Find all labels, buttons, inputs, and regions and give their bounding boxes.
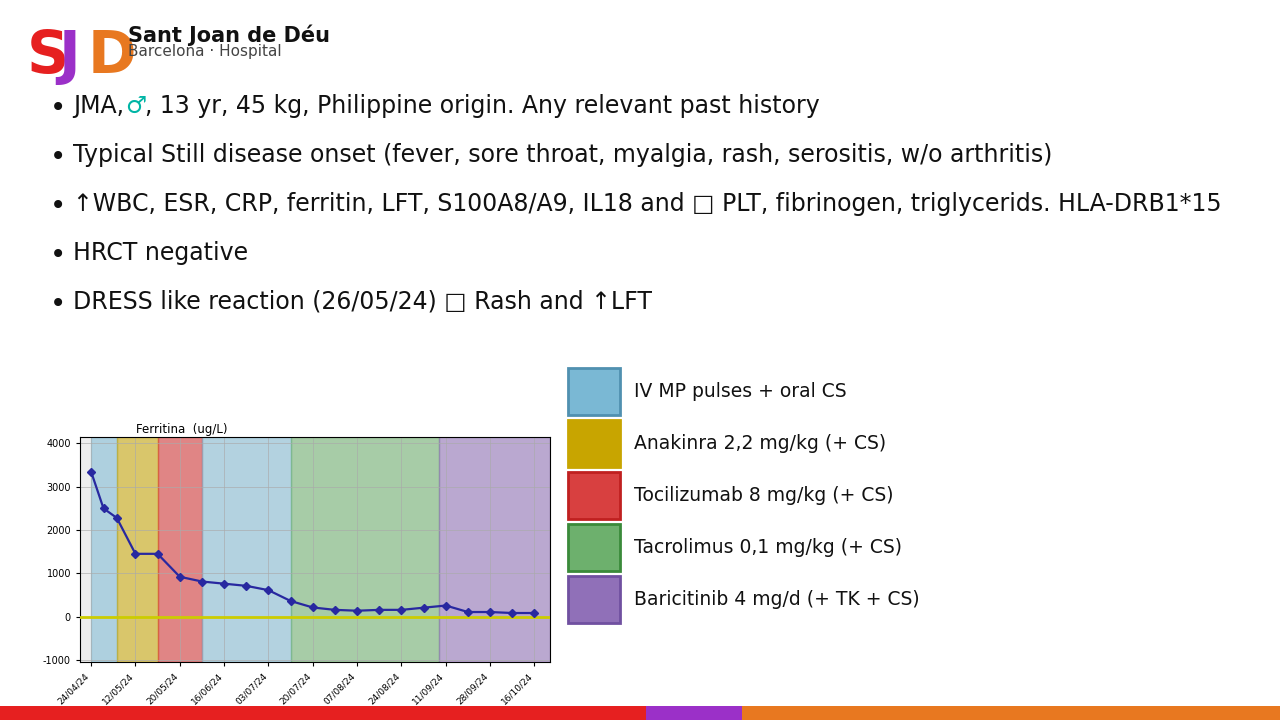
Text: J: J <box>58 28 79 85</box>
Text: HRCT negative: HRCT negative <box>73 241 248 265</box>
Text: , 13 yr, 45 kg, Philippine origin. Any relevant past history: , 13 yr, 45 kg, Philippine origin. Any r… <box>145 94 819 118</box>
Text: ♂: ♂ <box>125 94 146 118</box>
Text: Tacrolimus 0,1 mg/kg (+ CS): Tacrolimus 0,1 mg/kg (+ CS) <box>634 538 902 557</box>
Text: S: S <box>27 28 69 85</box>
Bar <box>157 437 202 662</box>
Bar <box>116 437 157 662</box>
Text: •: • <box>50 290 67 318</box>
Text: Barcelona · Hospital: Barcelona · Hospital <box>128 44 282 59</box>
Text: •: • <box>50 192 67 220</box>
Text: DRESS like reaction (26/05/24) □ Rash and ↑LFT: DRESS like reaction (26/05/24) □ Rash an… <box>73 290 652 314</box>
Text: •: • <box>50 94 67 122</box>
Text: JMA,: JMA, <box>73 94 132 118</box>
Bar <box>291 437 439 662</box>
Text: •: • <box>50 143 67 171</box>
Bar <box>646 706 742 720</box>
Bar <box>202 437 291 662</box>
Text: Tocilizumab 8 mg/kg (+ CS): Tocilizumab 8 mg/kg (+ CS) <box>634 486 893 505</box>
Text: Typical Still disease onset (fever, sore throat, myalgia, rash, serositis, w/o a: Typical Still disease onset (fever, sore… <box>73 143 1052 167</box>
Text: D: D <box>88 28 137 85</box>
Bar <box>0 706 646 720</box>
Text: IV MP pulses + oral CS: IV MP pulses + oral CS <box>634 382 846 401</box>
Text: •: • <box>50 241 67 269</box>
Bar <box>439 437 550 662</box>
Text: Sant Joan de Déu: Sant Joan de Déu <box>128 25 330 47</box>
Text: ↑WBC, ESR, CRP, ferritin, LFT, S100A8/A9, IL18 and □ PLT, fibrinogen, triglyceri: ↑WBC, ESR, CRP, ferritin, LFT, S100A8/A9… <box>73 192 1221 216</box>
Text: Baricitinib 4 mg/d (+ TK + CS): Baricitinib 4 mg/d (+ TK + CS) <box>634 590 919 609</box>
Text: Anakinra 2,2 mg/kg (+ CS): Anakinra 2,2 mg/kg (+ CS) <box>634 434 886 453</box>
Text: Ferritina  (ug/L): Ferritina (ug/L) <box>137 423 228 436</box>
Bar <box>742 706 1280 720</box>
Bar <box>91 437 116 662</box>
